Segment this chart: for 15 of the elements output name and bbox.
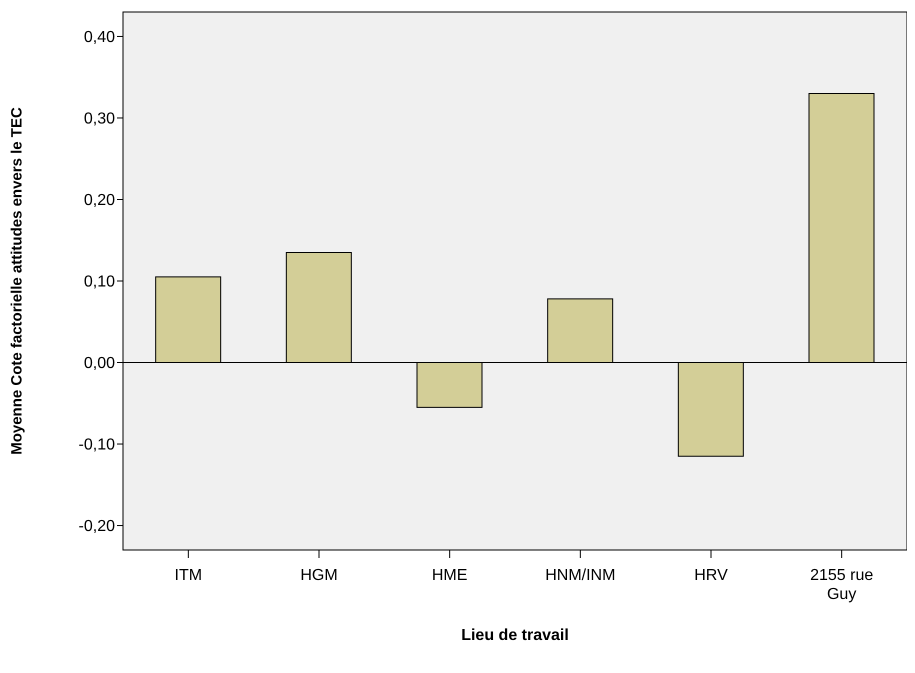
- y-axis-title: Moyenne Cote factorielle attitudes envers le TEC: [8, 107, 26, 455]
- y-tick-label: 0,00: [84, 355, 116, 372]
- x-axis-title: Lieu de travail: [461, 627, 569, 644]
- x-tick-label: HME: [432, 567, 468, 584]
- x-tick-label: HGM: [300, 567, 338, 584]
- x-tick-label: ITM: [174, 567, 202, 584]
- y-tick-label: 0,40: [84, 29, 116, 46]
- x-tick-label: HRV: [694, 567, 728, 584]
- y-tick-label: 0,30: [84, 110, 116, 128]
- y-tick-label: -0,20: [78, 518, 116, 536]
- y-tick-label: 0,20: [84, 192, 116, 210]
- y-tick-label: 0,10: [84, 274, 116, 291]
- x-tick-label: HNM/INM: [545, 567, 616, 584]
- y-tick-label: -0,10: [78, 436, 116, 454]
- x-tick-label: 2155 rue Guy: [810, 567, 874, 603]
